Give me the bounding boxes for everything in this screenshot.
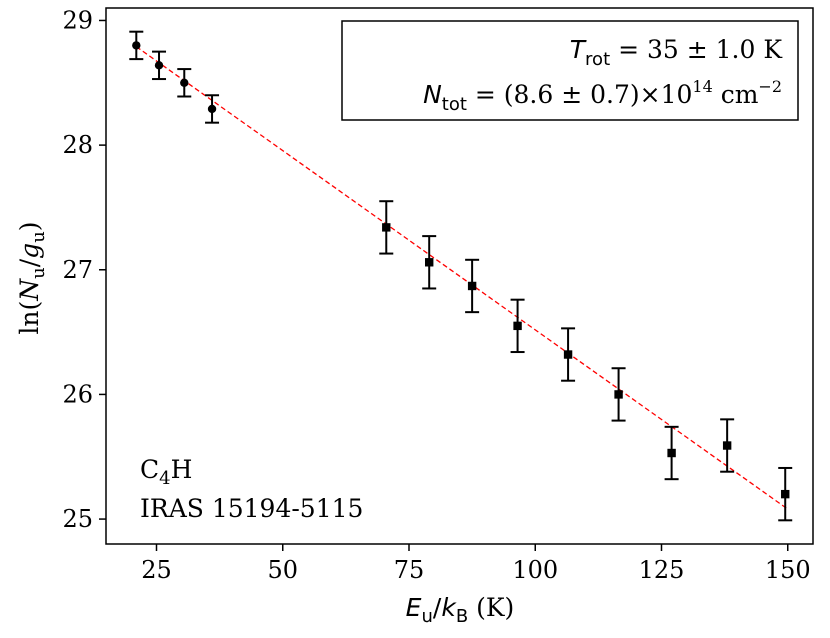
y-tick-label: 29 (62, 6, 93, 34)
x-tick-label: 50 (267, 556, 298, 584)
legend-trot-value: = 35 ± 1.0 K (610, 35, 783, 64)
y-axis-ticks: 25 26 27 28 29 (62, 6, 106, 533)
square-marker (563, 350, 573, 359)
data-point (422, 235, 437, 290)
y-axis-label-symbol-2: g (15, 243, 44, 259)
x-tick-label: 100 (512, 556, 558, 584)
legend-trot-text: Trot = 35 ± 1.0 K (570, 35, 784, 70)
y-tick-label: 26 (62, 380, 93, 408)
data-point (561, 327, 576, 382)
linear-fit-line (135, 46, 789, 510)
circle-marker (180, 78, 189, 87)
square-marker (382, 223, 391, 232)
square-marker (614, 390, 623, 399)
data-point (465, 258, 480, 314)
fit-line-layer (135, 46, 789, 510)
circle-marker (207, 104, 217, 114)
data-point (611, 367, 626, 422)
square-marker (722, 441, 732, 450)
square-marker (667, 448, 676, 458)
legend-ntot-exponent: 14 (692, 77, 712, 96)
data-marks-layer (129, 30, 793, 522)
data-point (177, 68, 192, 98)
y-tick-label: 27 (62, 256, 93, 284)
plot-area-frame (105, 7, 814, 545)
y-axis-label-suffix: ) (15, 221, 44, 231)
data-point (129, 30, 144, 61)
square-marker (513, 321, 522, 331)
x-tick-label: 25 (141, 556, 172, 584)
legend-trot-symbol: T (570, 35, 587, 64)
x-axis-ticks: 25 50 75 100 125 150 (141, 544, 811, 584)
data-point (720, 418, 735, 473)
data-point (510, 298, 525, 354)
x-axis-label-subscript-2: B (456, 606, 468, 627)
x-axis-label-symbol: E (406, 593, 422, 622)
x-tick-label: 75 (394, 556, 425, 584)
y-axis-label-symbol: N (15, 278, 44, 302)
y-axis-label-prefix: ln( (15, 301, 44, 335)
legend-ntot-symbol: N (423, 80, 442, 109)
y-axis-label: ln(Nu/gu) (15, 221, 49, 334)
x-axis-label: Eu/kB (K) (406, 593, 515, 627)
data-point (152, 50, 167, 81)
legend-ntot-text: Ntot = (8.6 ± 0.7)×1014 cm−2 (423, 77, 782, 115)
molecule-label-subscript: 4 (159, 468, 170, 489)
data-point (778, 466, 793, 522)
y-tick-label: 25 (62, 505, 93, 533)
square-marker (425, 258, 434, 267)
x-axis-label-symbol-2: k (441, 593, 457, 622)
x-tick-label: 150 (765, 556, 811, 584)
x-axis-label-unit: (K) (468, 593, 514, 622)
data-point (205, 94, 220, 124)
y-axis-label-subscript: u (28, 267, 49, 279)
data-point (379, 200, 394, 255)
legend-ntot-subscript: tot (442, 94, 467, 115)
molecule-source-annotation: C4H IRAS 15194-5115 (140, 455, 363, 523)
x-tick-label: 125 (639, 556, 685, 584)
legend-box (341, 20, 799, 121)
legend-trot-subscript: rot (585, 49, 610, 70)
x-axis-label-subscript: u (421, 606, 432, 627)
molecule-label-end: H (171, 455, 193, 484)
molecule-label: C4H (140, 455, 192, 489)
y-axis-label-separator: / (15, 258, 44, 267)
y-tick-label: 28 (62, 131, 93, 159)
legend-ntot-unit: cm (713, 80, 759, 109)
source-label: IRAS 15194-5115 (140, 494, 363, 523)
square-marker (781, 489, 790, 499)
circle-marker (154, 61, 164, 70)
legend-ntot-value: = (8.6 ± 0.7)×10 (467, 80, 692, 109)
fit-result-legend: Trot = 35 ± 1.0 K Ntot = (8.6 ± 0.7)×101… (341, 20, 799, 121)
circle-marker (132, 41, 141, 50)
x-axis-label-separator: / (433, 593, 442, 622)
molecule-label-main: C (140, 455, 159, 484)
legend-ntot-unit-exponent: −2 (758, 77, 782, 96)
data-point (664, 425, 679, 481)
square-marker (467, 281, 477, 291)
y-axis-label-subscript-2: u (28, 231, 49, 243)
